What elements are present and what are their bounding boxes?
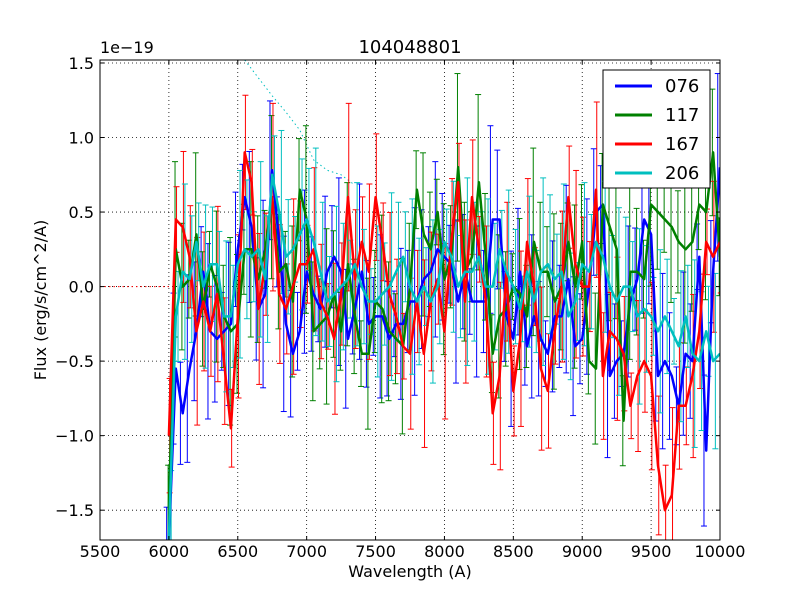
chart-title: 104048801 [358,37,461,58]
x-tick-label: 8000 [424,542,465,561]
x-tick-label: 6000 [149,542,190,561]
y-tick-label: 0.0 [69,278,94,297]
x-tick-label: 7000 [286,542,327,561]
legend-box [602,69,711,189]
legend-label-206: 206 [665,163,699,184]
x-tick-label: 9000 [562,542,603,561]
y-tick-label: 0.5 [69,203,94,222]
legend: 076 117 167 206 [602,69,711,189]
x-tick-label: 10000 [695,542,746,561]
y-tick-label: −1.5 [55,501,94,520]
y-tick-label: −0.5 [55,352,94,371]
y-tick-label: −1.0 [55,427,94,446]
y-tick-label: 1.5 [69,54,94,73]
legend-label-076: 076 [665,76,699,97]
series-206-line [167,173,720,540]
legend-label-117: 117 [665,105,699,126]
x-tick-labels: 5500 6000 6500 7000 7500 8000 8500 9000 9500 1000… [80,542,746,561]
y-axis-title: Flux (erg/s/cm^2/A) [31,220,50,381]
y-tick-label: 1.0 [69,129,94,148]
series-117-line [167,151,720,511]
legend-label-167: 167 [665,134,699,155]
model-curve [244,60,356,186]
x-axis-title: Wavelength (A) [348,562,471,581]
x-tick-label: 5500 [80,542,121,561]
y-offset-label: 1e−19 [100,38,154,57]
x-tick-label: 9500 [631,542,672,561]
x-tick-label: 7500 [355,542,396,561]
y-tick-labels: −1.5 −1.0 −0.5 0.0 0.5 1.0 1.5 [55,54,94,520]
x-tick-label: 8500 [493,542,534,561]
x-tick-label: 6500 [217,542,258,561]
series-167-line [167,151,720,512]
ticks [99,60,721,540]
plot-frame [99,59,721,541]
